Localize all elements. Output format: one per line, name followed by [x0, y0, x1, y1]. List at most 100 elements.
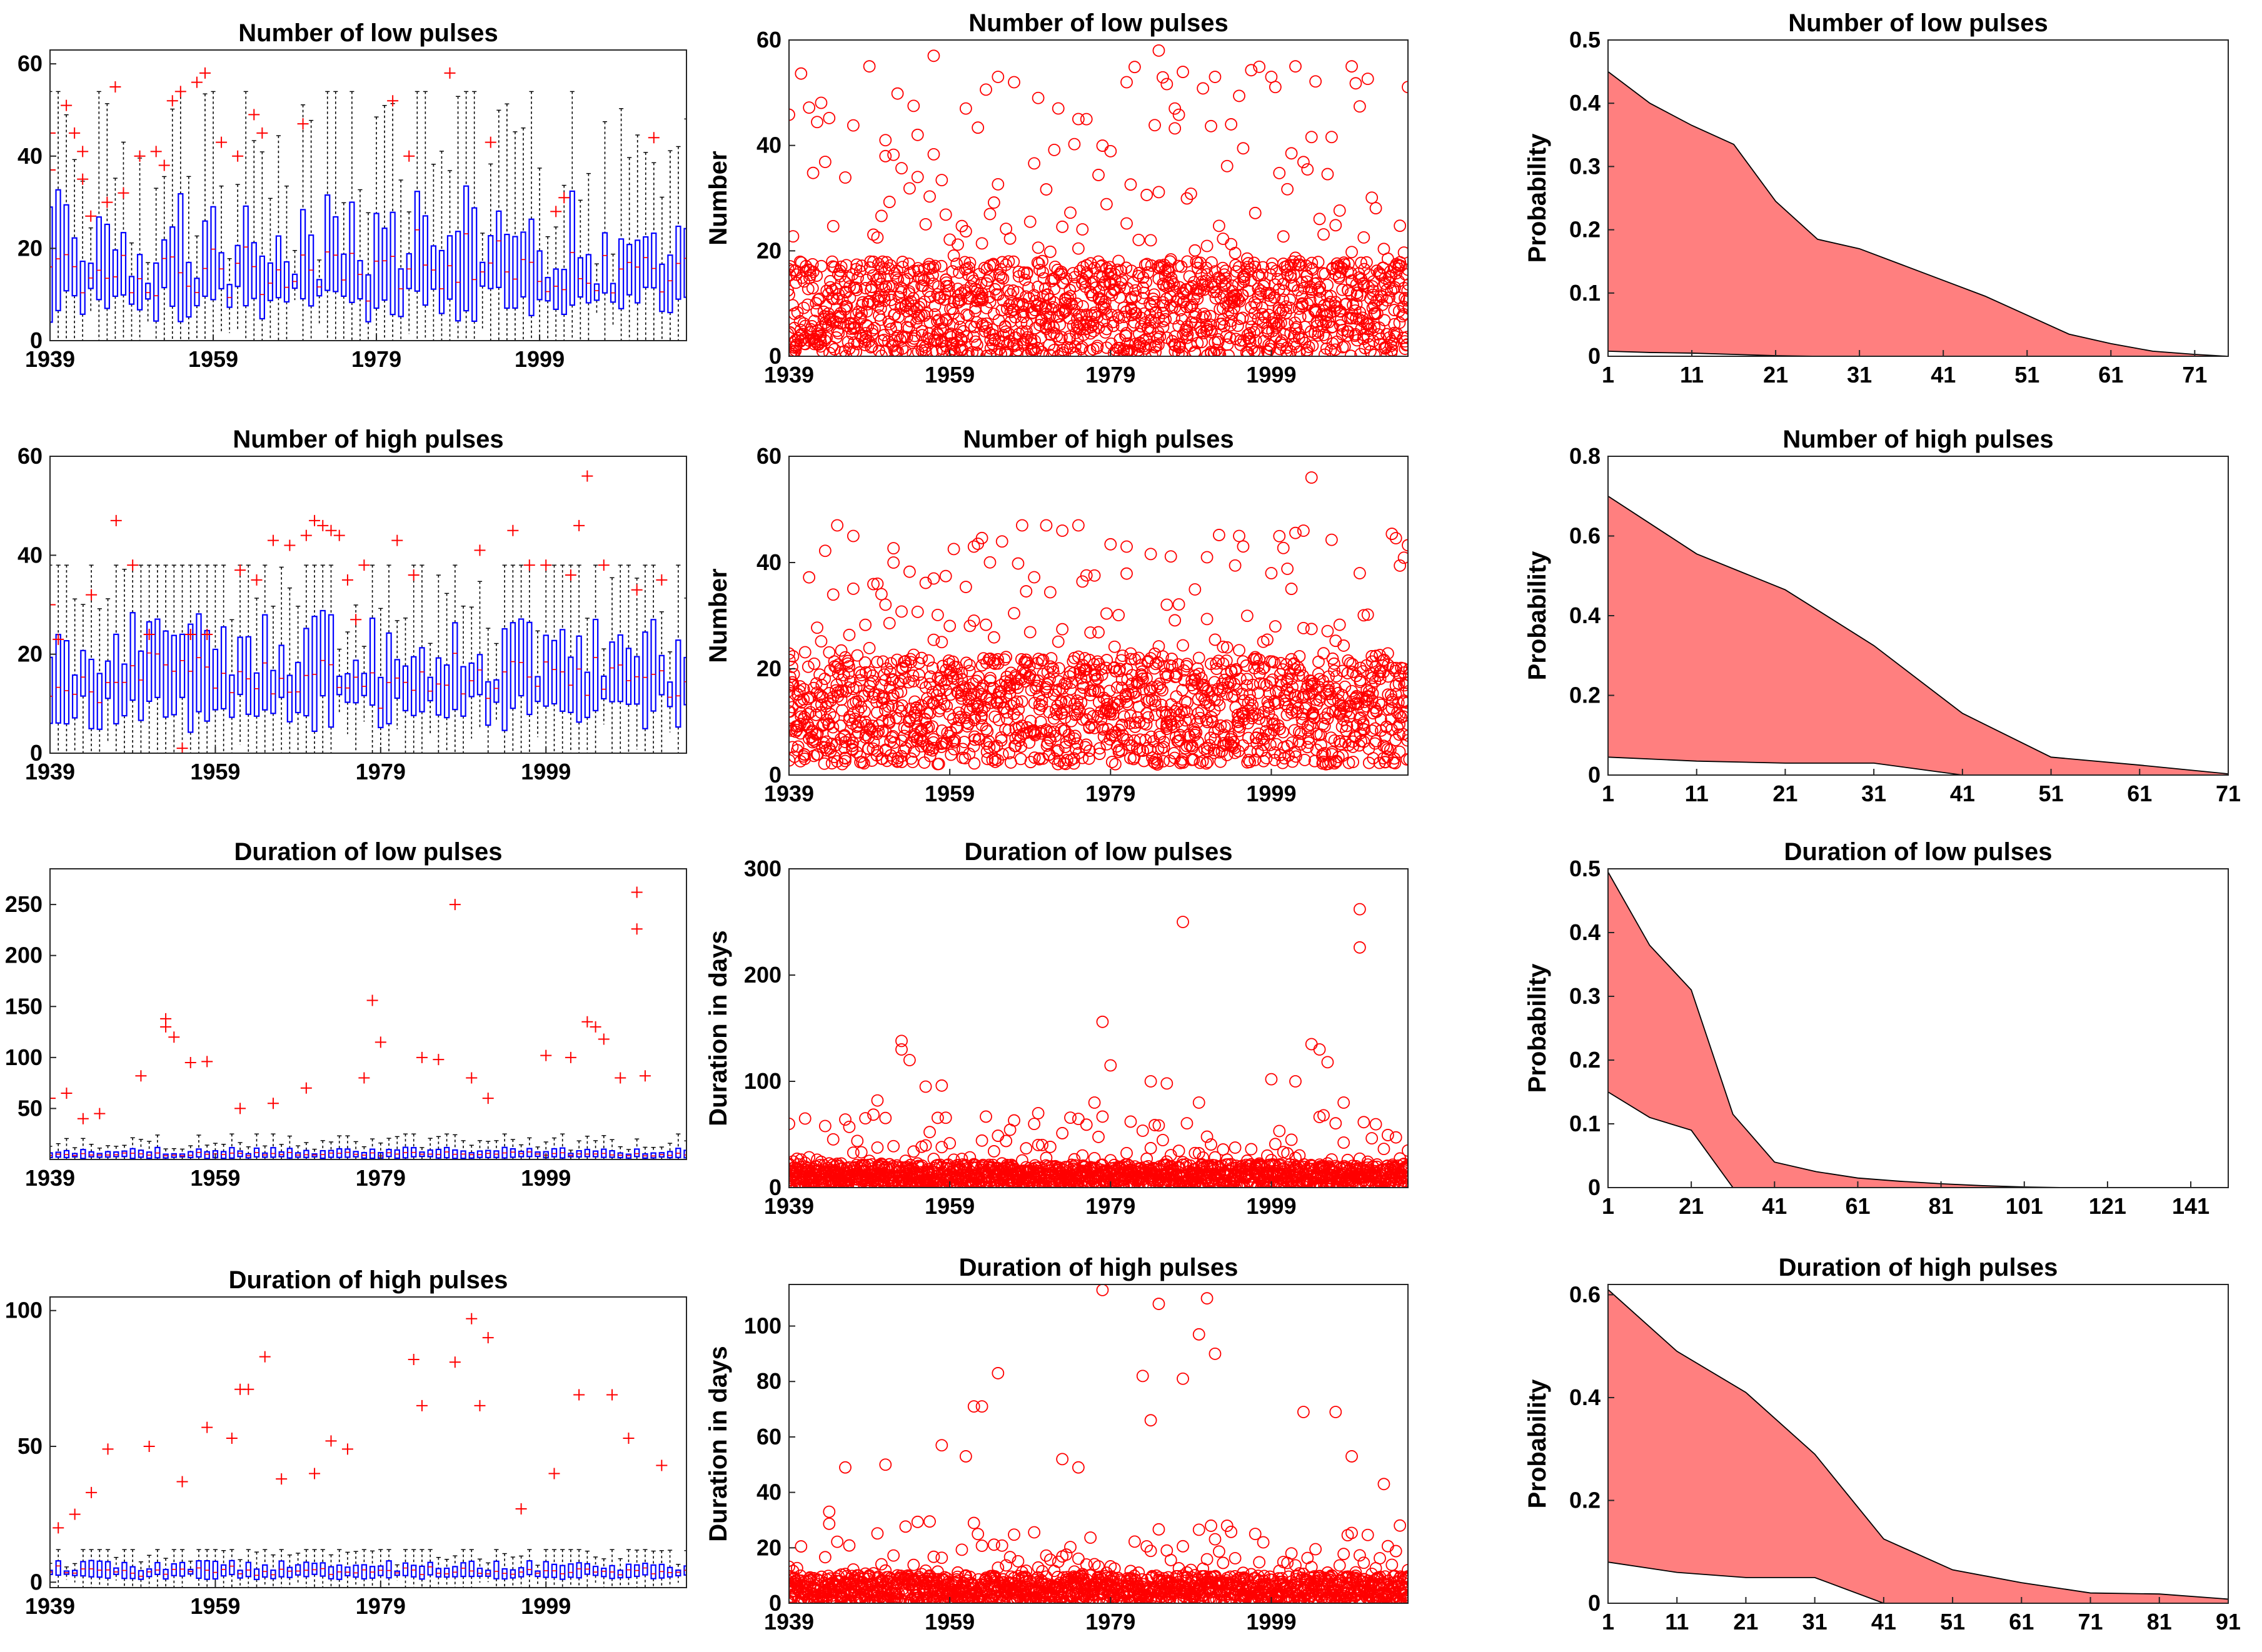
- box-body: [545, 277, 551, 302]
- data-point: [1403, 663, 1408, 676]
- data-point: [1252, 269, 1265, 281]
- outlier-marker: [174, 86, 186, 98]
- box-body: [88, 263, 94, 289]
- data-point: [1301, 163, 1314, 176]
- data-point: [1403, 293, 1408, 306]
- outlier-marker: [234, 564, 246, 576]
- data-point: [997, 272, 1010, 285]
- data-point: [1242, 257, 1255, 270]
- plot-frame: [788, 456, 1409, 776]
- data-point: [906, 756, 919, 768]
- data-point: [1131, 742, 1144, 755]
- data-point: [866, 340, 879, 353]
- data-point: [1297, 621, 1310, 634]
- data-point: [1100, 607, 1113, 620]
- box-body: [353, 659, 359, 704]
- box-body: [381, 228, 388, 301]
- data-point: [1301, 724, 1314, 737]
- data-point: [1385, 689, 1397, 702]
- data-point: [1037, 349, 1049, 356]
- data-point: [813, 688, 827, 701]
- data-point: [1008, 76, 1020, 89]
- data-point: [1321, 279, 1334, 291]
- data-point: [1208, 676, 1221, 689]
- data-point: [1107, 319, 1120, 333]
- box-body: [658, 654, 665, 696]
- box-body: [406, 253, 412, 289]
- data-point: [1396, 310, 1408, 323]
- data-point: [1225, 118, 1238, 131]
- data-point: [940, 314, 953, 327]
- data-point: [1068, 138, 1081, 151]
- data-point: [873, 270, 887, 283]
- data-point: [1400, 338, 1408, 351]
- data-point: [797, 301, 810, 314]
- data-point: [802, 693, 815, 706]
- data-point: [1124, 178, 1137, 191]
- data-point: [1026, 306, 1039, 319]
- data-point: [1177, 639, 1189, 652]
- data-point: [1260, 286, 1273, 299]
- data-point: [1400, 331, 1408, 344]
- data-point: [1116, 729, 1129, 742]
- data-point: [1120, 217, 1133, 230]
- box-body: [561, 269, 567, 316]
- data-point: [944, 688, 957, 701]
- data-point: [975, 531, 988, 544]
- data-point: [1164, 253, 1177, 266]
- data-point: [1257, 754, 1270, 768]
- data-point: [907, 99, 920, 113]
- data-point: [939, 1111, 952, 1124]
- data-point: [963, 664, 976, 678]
- data-point: [1015, 695, 1028, 708]
- data-point: [871, 231, 884, 244]
- data-point: [871, 1141, 884, 1154]
- data-point: [1342, 257, 1355, 270]
- data-point: [963, 256, 977, 269]
- data-point: [1399, 343, 1408, 355]
- data-point: [1202, 684, 1214, 698]
- data-point: [1044, 660, 1057, 673]
- data-point: [975, 237, 988, 250]
- data-point: [926, 269, 939, 281]
- outlier-marker: [160, 1013, 172, 1024]
- scatter-layer: [789, 44, 1408, 356]
- data-point: [1069, 742, 1082, 755]
- data-point: [1277, 726, 1289, 739]
- y-tick-label: 60: [757, 27, 782, 53]
- data-point: [1299, 336, 1312, 349]
- box-body: [153, 262, 159, 322]
- data-point: [1056, 524, 1069, 537]
- data-point: [1219, 272, 1232, 285]
- box-body: [96, 673, 103, 730]
- outlier-marker: [358, 559, 370, 571]
- outlier-marker: [77, 1113, 89, 1124]
- data-point: [1346, 666, 1359, 678]
- data-point: [1096, 139, 1109, 152]
- data-point: [1289, 750, 1302, 763]
- box-body: [485, 681, 491, 726]
- box-body: [303, 628, 309, 717]
- data-point: [1067, 319, 1080, 332]
- data-point: [1328, 664, 1340, 677]
- box-body: [427, 1149, 433, 1158]
- data-point: [1028, 726, 1040, 739]
- data-point: [1109, 758, 1122, 771]
- data-point: [1208, 746, 1220, 759]
- data-point: [847, 345, 860, 356]
- data-point: [1314, 285, 1326, 298]
- data-point: [1301, 719, 1314, 733]
- data-point: [1225, 664, 1238, 677]
- data-point: [1120, 76, 1133, 89]
- data-point: [1170, 670, 1183, 683]
- data-point: [1312, 256, 1325, 269]
- data-point: [1237, 142, 1250, 155]
- outlier-marker: [565, 569, 576, 581]
- y-tick-label: 60: [757, 443, 782, 469]
- data-point: [1071, 703, 1084, 716]
- data-point: [1337, 639, 1350, 652]
- data-point: [1015, 519, 1028, 532]
- data-point: [895, 286, 907, 299]
- data-point: [827, 1133, 840, 1146]
- data-point: [1029, 682, 1042, 694]
